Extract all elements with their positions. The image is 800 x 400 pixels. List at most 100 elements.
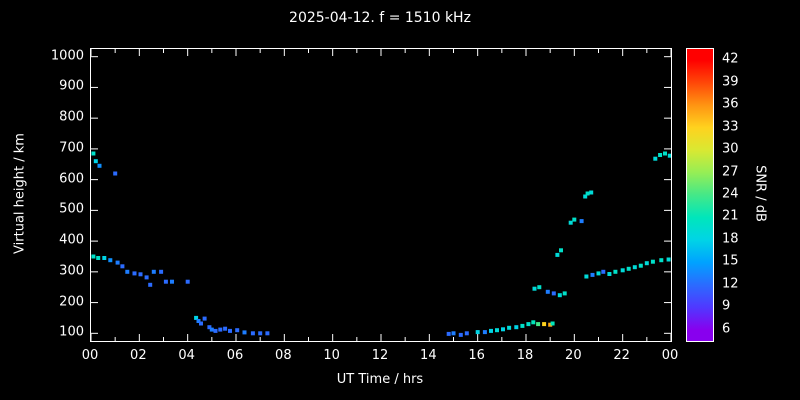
colorbar-tick-label: 30 [722, 141, 739, 157]
data-point [163, 279, 168, 284]
data-point [495, 328, 499, 333]
data-point [250, 331, 255, 336]
data-point [218, 327, 223, 332]
x-tick-label: 14 [420, 348, 437, 363]
x-tick-label: 18 [516, 348, 534, 363]
data-point [536, 322, 541, 327]
data-point [607, 272, 612, 276]
plot-area [90, 48, 672, 342]
data-point [235, 328, 240, 333]
colorbar-tick-label: 39 [722, 74, 739, 90]
data-point [202, 316, 207, 321]
data-point [548, 322, 553, 327]
data-point [482, 330, 487, 335]
data-point [475, 330, 480, 335]
data-point [115, 260, 120, 265]
data-point [562, 291, 567, 296]
data-point [659, 258, 664, 263]
y-tick-label: 500 [59, 201, 84, 217]
data-point [242, 330, 247, 335]
data-point [120, 264, 125, 269]
data-point [568, 220, 573, 225]
data-point [458, 332, 463, 337]
data-point [590, 272, 595, 277]
y-tick-label: 700 [59, 140, 84, 156]
data-point [113, 171, 118, 176]
data-point [584, 274, 589, 279]
data-point [585, 191, 590, 196]
data-point [489, 328, 493, 333]
x-tick-label: 10 [323, 348, 340, 363]
data-point [446, 331, 451, 336]
x-tick-label: 00 [661, 348, 679, 363]
data-point [626, 266, 631, 271]
data-point [132, 271, 137, 276]
data-point [514, 325, 519, 330]
data-point [91, 254, 96, 259]
y-axis-label: Virtual height / km [12, 133, 28, 254]
data-point [658, 153, 663, 157]
x-tick-label: 16 [468, 348, 485, 363]
colorbar-tick-label: 21 [722, 208, 739, 224]
data-point [194, 315, 199, 320]
y-tick-label: 900 [59, 78, 84, 94]
colorbar-tick-label: 9 [722, 298, 731, 314]
colorbar-tick-label: 15 [722, 253, 739, 269]
colorbar-tick-label: 42 [722, 51, 739, 67]
data-point [537, 285, 542, 290]
data-point [91, 151, 96, 156]
data-point [632, 265, 637, 270]
data-point [451, 331, 456, 336]
data-point [650, 259, 655, 264]
data-point [667, 153, 671, 158]
data-point [526, 322, 531, 327]
y-tick-label: 200 [59, 294, 84, 310]
colorbar-tick-label: 36 [722, 96, 739, 112]
data-point [507, 325, 512, 330]
x-tick-label: 12 [371, 348, 389, 363]
data-point [138, 272, 143, 277]
data-point [213, 328, 218, 333]
y-tick-label: 400 [59, 232, 84, 248]
data-point [102, 256, 107, 260]
data-point [108, 258, 113, 263]
data-point [559, 248, 563, 253]
x-tick-label: 20 [565, 348, 582, 363]
colorbar-tick-label: 6 [722, 321, 731, 337]
data-point [583, 194, 588, 199]
data-point [589, 190, 594, 195]
data-point [620, 268, 625, 273]
x-axis-label: UT Time / hrs [336, 372, 424, 387]
data-point [531, 320, 536, 325]
data-point [207, 325, 212, 330]
data-point [532, 286, 537, 291]
data-point [96, 256, 101, 260]
colorbar [686, 48, 714, 342]
colorbar-tick-label: 12 [722, 276, 739, 292]
data-point [545, 289, 550, 294]
y-tick-label: 600 [59, 171, 84, 187]
data-point [196, 319, 201, 323]
data-point [258, 331, 263, 336]
colorbar-tick-label: 24 [722, 186, 739, 202]
plot-title: 2025-04-12. f = 1510 kHz [289, 10, 471, 26]
data-point [144, 275, 149, 280]
data-point [93, 159, 98, 164]
data-point [223, 326, 228, 331]
colorbar-tick-label: 18 [722, 231, 739, 247]
data-point [148, 282, 153, 287]
data-point [185, 279, 190, 284]
y-tick-label: 100 [59, 324, 84, 340]
y-tick-label: 1000 [50, 48, 84, 64]
x-tick-label: 02 [130, 348, 147, 363]
colorbar-tick-label: 27 [722, 164, 739, 180]
data-point [555, 252, 560, 257]
y-tick-label: 300 [59, 263, 84, 279]
data-point [663, 151, 667, 156]
scatter-canvas [91, 49, 671, 341]
data-point [501, 327, 505, 332]
y-tick-label: 800 [59, 109, 84, 125]
data-point [125, 269, 130, 274]
data-point [464, 331, 469, 336]
